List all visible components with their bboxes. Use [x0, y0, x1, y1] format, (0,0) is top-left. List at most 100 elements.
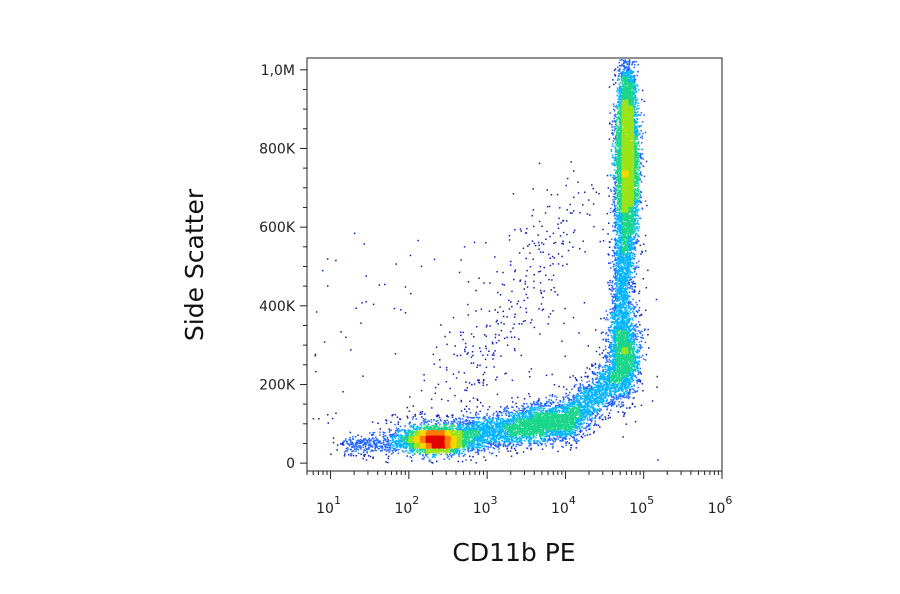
data-point — [635, 60, 637, 63]
data-point — [392, 439, 394, 442]
data-point — [613, 255, 615, 257]
data-point — [641, 250, 643, 253]
data-point — [634, 335, 636, 337]
data-point — [514, 413, 517, 415]
data-point — [640, 111, 643, 114]
data-point — [479, 410, 481, 413]
data-point — [599, 353, 601, 356]
data-point — [620, 292, 623, 295]
data-point — [354, 436, 357, 438]
data-point — [631, 286, 634, 288]
data-point — [518, 415, 520, 417]
data-point — [637, 71, 639, 73]
data-point — [603, 317, 605, 319]
data-point — [382, 433, 385, 435]
data-point — [631, 385, 633, 388]
data-point — [447, 416, 449, 418]
data-point — [523, 439, 526, 442]
data-point — [369, 445, 372, 448]
data-point — [601, 393, 603, 396]
data-point — [583, 395, 585, 398]
data-point — [605, 310, 608, 312]
data-point — [623, 279, 626, 282]
data-point — [619, 68, 621, 70]
data-point — [629, 381, 631, 384]
data-point — [608, 138, 611, 140]
data-point — [580, 414, 582, 416]
data-point — [593, 389, 596, 392]
data-point — [497, 417, 499, 419]
data-point — [512, 401, 514, 403]
data-point — [571, 436, 574, 438]
data-point — [636, 206, 638, 208]
data-point — [618, 299, 620, 301]
data-point — [632, 388, 635, 390]
data-point — [583, 419, 585, 421]
data-point — [507, 444, 509, 447]
data-point — [367, 444, 369, 446]
data-point — [520, 412, 523, 414]
data-point — [445, 380, 448, 383]
data-point — [639, 114, 642, 116]
data-point — [627, 296, 629, 298]
data-point — [629, 389, 631, 391]
data-point — [388, 449, 390, 451]
data-point — [612, 307, 615, 309]
data-point — [605, 368, 607, 371]
data-point — [629, 68, 631, 70]
data-point — [611, 317, 613, 319]
data-point — [631, 328, 634, 330]
data-point — [606, 356, 609, 358]
data-point — [625, 272, 628, 275]
data-point — [573, 170, 575, 172]
data-point — [627, 297, 629, 299]
data-point — [558, 405, 560, 407]
data-point — [624, 308, 626, 310]
data-point — [582, 414, 584, 416]
data-point — [624, 260, 627, 263]
data-point — [617, 396, 619, 398]
data-point — [619, 301, 622, 303]
data-point — [628, 315, 631, 318]
data-point — [584, 401, 587, 404]
data-point — [578, 401, 581, 403]
data-point — [634, 64, 636, 66]
data-point — [384, 283, 386, 286]
data-point — [372, 457, 374, 459]
data-point — [615, 279, 617, 282]
data-point — [566, 209, 568, 211]
data-point — [361, 440, 363, 442]
data-point — [484, 415, 486, 418]
data-point — [532, 209, 535, 211]
data-point — [639, 379, 642, 382]
data-point — [637, 105, 639, 107]
data-point — [634, 365, 636, 367]
data-point — [622, 294, 624, 297]
data-point — [627, 257, 629, 259]
data-point — [604, 389, 606, 391]
data-point — [386, 443, 388, 446]
data-point — [620, 72, 622, 75]
data-point — [394, 444, 396, 446]
data-point — [415, 427, 418, 430]
data-point — [414, 428, 416, 431]
data-point — [514, 229, 516, 231]
data-point — [469, 442, 471, 444]
data-point — [620, 242, 622, 244]
data-point — [638, 309, 640, 312]
data-point — [628, 310, 631, 313]
data-point — [420, 265, 423, 268]
data-point — [609, 262, 612, 264]
data-point — [637, 85, 639, 87]
data-point — [488, 418, 491, 420]
data-point — [496, 393, 499, 396]
data-point — [641, 354, 644, 357]
data-point — [573, 439, 575, 441]
data-point — [465, 405, 468, 408]
data-point — [501, 423, 504, 425]
data-point — [624, 60, 626, 63]
data-point — [586, 434, 589, 436]
data-point — [410, 292, 412, 295]
data-point — [409, 426, 411, 428]
data-point — [588, 416, 591, 418]
